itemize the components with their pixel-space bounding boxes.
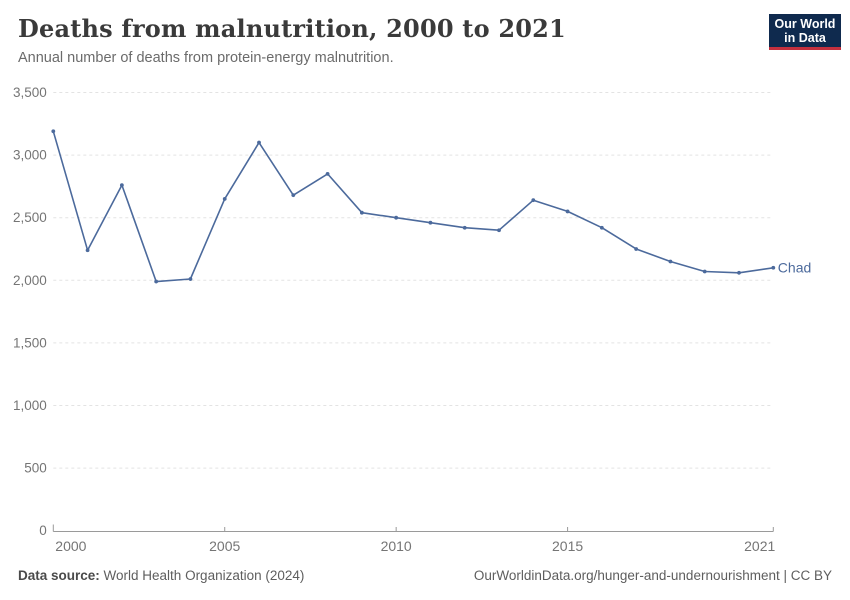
series-line-chad[interactable] — [52, 130, 775, 283]
data-point[interactable] — [565, 209, 570, 214]
data-point[interactable] — [394, 215, 399, 220]
y-tick-label: 1,500 — [13, 335, 47, 350]
owid-logo[interactable]: Our World in Data — [769, 14, 841, 50]
entity-label-chad[interactable]: Chad — [778, 259, 811, 275]
x-tick-label: 2000 — [55, 538, 86, 554]
x-tick-label: 2021 — [744, 538, 775, 554]
y-tick-label: 500 — [24, 461, 47, 476]
y-tick-label: 1,000 — [13, 398, 47, 413]
data-point[interactable] — [325, 171, 330, 176]
x-tick-label: 2015 — [552, 538, 583, 554]
data-point[interactable] — [154, 279, 159, 284]
data-point[interactable] — [85, 248, 90, 253]
chart-subtitle: Annual number of deaths from protein-ene… — [18, 50, 394, 66]
y-tick-label: 3,000 — [13, 148, 47, 163]
data-point[interactable] — [428, 220, 433, 225]
data-point[interactable] — [291, 193, 296, 198]
data-source: Data source: World Health Organization (… — [18, 568, 304, 583]
data-point[interactable] — [702, 269, 707, 274]
data-point[interactable] — [737, 270, 741, 275]
footer-link[interactable]: OurWorldinData.org/hunger-and-undernouri… — [473, 568, 832, 583]
data-point[interactable] — [188, 277, 193, 281]
x-tick-label: 2010 — [381, 538, 412, 554]
data-source-value: World Health Organization (2024) — [99, 568, 305, 583]
data-point[interactable] — [222, 197, 227, 201]
x-tick-label: 2005 — [209, 538, 240, 554]
y-tick-label: 2,000 — [13, 273, 47, 288]
owid-logo-line2: in Data — [784, 30, 826, 45]
data-point[interactable] — [771, 265, 776, 270]
data-point[interactable] — [119, 183, 124, 188]
owid-logo-line1: Our World — [774, 16, 836, 31]
y-tick-label: 0 — [39, 523, 47, 538]
y-tick-label: 3,500 — [13, 85, 47, 100]
data-point[interactable] — [257, 140, 261, 145]
y-tick-label: 2,500 — [13, 210, 47, 225]
data-point[interactable] — [599, 225, 604, 230]
data-point[interactable] — [359, 210, 364, 215]
data-point[interactable] — [668, 259, 673, 264]
data-point[interactable] — [51, 129, 56, 134]
data-point[interactable] — [634, 247, 639, 251]
page-title: Deaths from malnutrition, 2000 to 2021 — [18, 14, 566, 43]
data-source-label: Data source: — [18, 568, 100, 583]
data-point[interactable] — [531, 198, 536, 203]
data-point[interactable] — [462, 225, 467, 230]
data-point[interactable] — [497, 228, 501, 233]
chart-footer: Data source: World Health Organization (… — [18, 568, 832, 583]
